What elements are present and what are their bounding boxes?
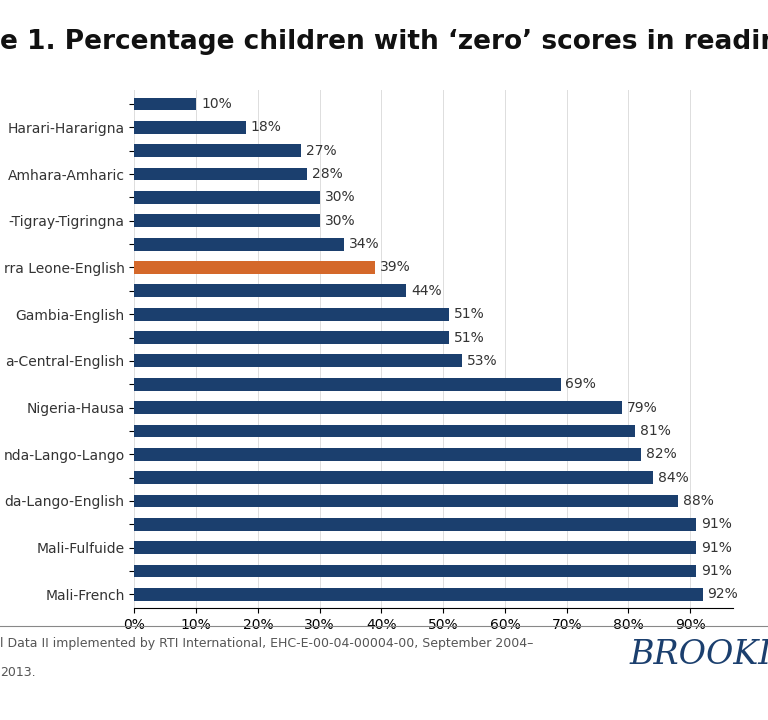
- Bar: [134, 471, 653, 484]
- Text: 10%: 10%: [201, 97, 232, 111]
- Text: 27%: 27%: [306, 144, 336, 158]
- Bar: [134, 495, 678, 508]
- Text: 34%: 34%: [349, 237, 380, 251]
- Text: 82%: 82%: [646, 447, 677, 462]
- Bar: [134, 261, 376, 274]
- Bar: [134, 401, 622, 414]
- Text: 18%: 18%: [250, 120, 281, 135]
- Text: 81%: 81%: [640, 424, 670, 438]
- Text: 91%: 91%: [701, 564, 732, 578]
- Bar: [134, 541, 697, 554]
- Text: 91%: 91%: [701, 518, 732, 531]
- Text: 53%: 53%: [467, 354, 497, 368]
- Bar: [134, 307, 449, 320]
- Text: 39%: 39%: [380, 261, 411, 274]
- Bar: [134, 425, 634, 437]
- Text: 51%: 51%: [455, 330, 485, 345]
- Text: 88%: 88%: [683, 494, 713, 508]
- Bar: [134, 284, 406, 297]
- Text: 84%: 84%: [658, 471, 689, 485]
- Bar: [134, 448, 641, 461]
- Text: l Data II implemented by RTI International, EHC-E-00-04-00004-00, September 2004: l Data II implemented by RTI Internation…: [0, 637, 533, 650]
- Bar: [134, 564, 697, 577]
- Text: 91%: 91%: [701, 541, 732, 554]
- Bar: [134, 98, 196, 110]
- Bar: [134, 168, 307, 181]
- Bar: [134, 144, 301, 157]
- Bar: [134, 518, 697, 531]
- Bar: [134, 191, 319, 204]
- Bar: [134, 378, 561, 391]
- Bar: [134, 238, 344, 251]
- Text: BROOKINGS: BROOKINGS: [630, 639, 768, 671]
- Text: 92%: 92%: [707, 588, 738, 601]
- Text: 79%: 79%: [627, 400, 658, 415]
- Text: e 1. Percentage children with ‘zero’ scores in reading: e 1. Percentage children with ‘zero’ sco…: [0, 29, 768, 55]
- Text: 2013.: 2013.: [0, 666, 35, 679]
- Text: 30%: 30%: [325, 190, 356, 204]
- Text: 28%: 28%: [313, 167, 343, 181]
- Text: 30%: 30%: [325, 214, 356, 228]
- Text: 51%: 51%: [455, 307, 485, 321]
- Bar: [134, 588, 703, 600]
- Bar: [134, 331, 449, 344]
- Text: 44%: 44%: [411, 284, 442, 298]
- Bar: [134, 354, 462, 367]
- Bar: [134, 215, 319, 228]
- Text: 69%: 69%: [565, 377, 596, 391]
- Bar: [134, 121, 246, 134]
